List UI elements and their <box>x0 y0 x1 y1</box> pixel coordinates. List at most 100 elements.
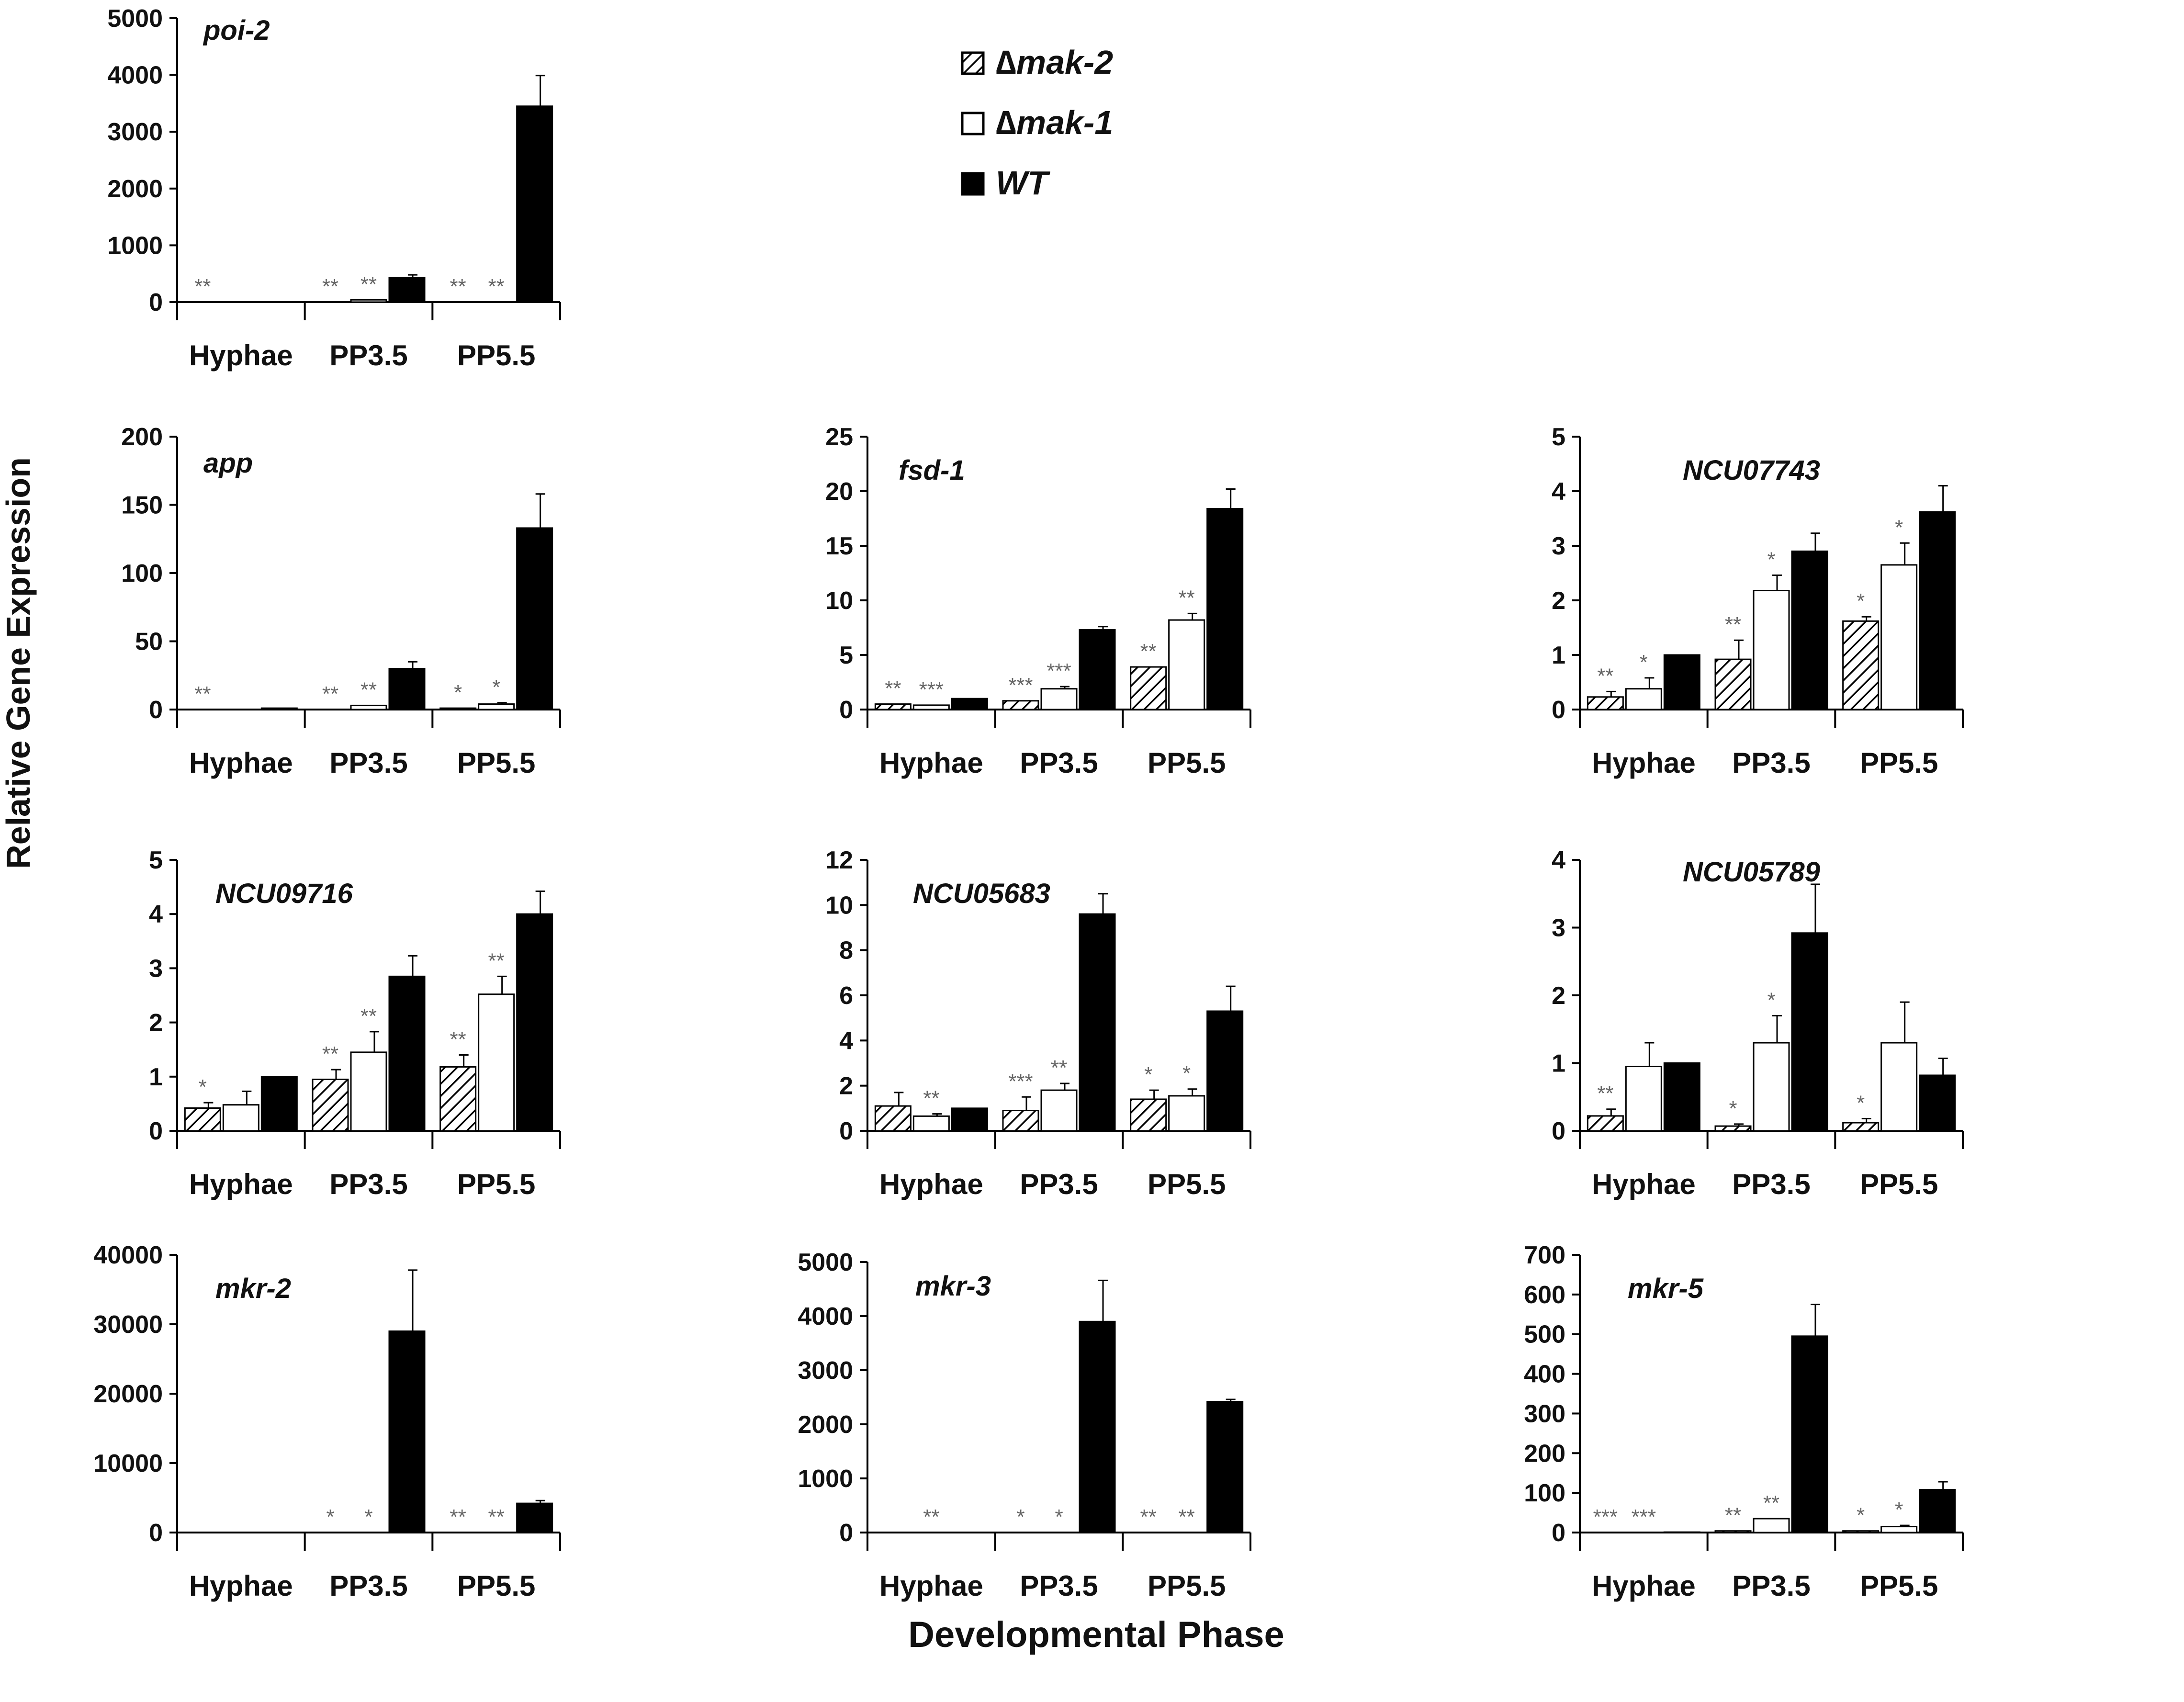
bar-mak-1-pp5-5 <box>1168 619 1205 710</box>
bar-wt-pp3-5 <box>388 277 426 303</box>
x-tick-label: PP5.5 <box>1148 1168 1226 1200</box>
significance-stars: * <box>1857 1092 1865 1115</box>
significance-stars: * <box>364 1505 372 1529</box>
significance-stars: ** <box>885 677 901 700</box>
significance-stars: ** <box>488 275 505 298</box>
bar-wt-pp5-5 <box>1919 511 1956 710</box>
bar-wt-hyphae <box>951 1107 988 1132</box>
y-tick-label: 50 <box>135 628 163 656</box>
bar-wt-hyphae <box>1663 654 1700 710</box>
significance-stars: ** <box>450 275 466 298</box>
panel-title-mkr-2: mkr-2 <box>215 1273 291 1304</box>
bar-mak-2-hyphae <box>1587 696 1624 710</box>
y-tick-label: 10 <box>825 891 853 919</box>
significance-stars: * <box>492 676 500 699</box>
significance-stars: ** <box>1763 1491 1779 1515</box>
significance-stars: ** <box>1179 586 1195 609</box>
bar-wt-pp3-5 <box>1079 629 1116 710</box>
x-tick-label: PP3.5 <box>1732 1168 1810 1200</box>
bar-wt-pp5-5 <box>1919 1074 1956 1132</box>
significance-stars: ** <box>360 678 377 701</box>
y-tick-label: 2000 <box>798 1411 853 1439</box>
significance-stars: * <box>1895 1498 1903 1522</box>
legend-item-dmak-2: ∆mak-2 <box>961 44 1113 81</box>
y-tick-label: 4 <box>149 901 163 928</box>
x-tick-label: Hyphae <box>879 747 983 779</box>
y-axis-title: Relative Gene Expression <box>0 457 37 869</box>
bar-wt-pp5-5 <box>516 105 553 303</box>
bar-mak-2-pp3-5 <box>1714 658 1752 710</box>
bar-mak-2-hyphae <box>874 703 912 710</box>
y-tick-label: 0 <box>839 1117 853 1145</box>
bar-wt-pp5-5 <box>1206 507 1244 710</box>
significance-stars: ** <box>1597 664 1613 688</box>
bar-wt-hyphae <box>1663 1531 1700 1533</box>
y-tick-label: 2 <box>149 1009 163 1037</box>
bar-mak-2-pp5-5 <box>439 707 477 710</box>
y-tick-label: 200 <box>121 423 163 451</box>
y-tick-label: 3000 <box>798 1357 853 1385</box>
significance-stars: * <box>1182 1062 1191 1085</box>
x-axis-title: Developmental Phase <box>908 1614 1284 1655</box>
bar-wt-pp3-5 <box>1079 1320 1116 1533</box>
panel-title-fsd-1: fsd-1 <box>899 455 965 486</box>
significance-stars: * <box>1729 1097 1737 1120</box>
significance-stars: *** <box>1593 1505 1618 1529</box>
significance-stars: ** <box>194 682 211 706</box>
significance-stars: * <box>1016 1505 1024 1529</box>
bar-mak-1-pp3-5 <box>1753 1042 1790 1132</box>
legend-gene-name: mak-2 <box>1016 44 1113 81</box>
panel-title-ncu05789: NCU05789 <box>1683 857 1820 888</box>
y-tick-label: 20 <box>825 478 853 506</box>
panel-title-app: app <box>203 448 253 479</box>
y-tick-label: 0 <box>1552 696 1565 724</box>
bar-wt-pp5-5 <box>1206 1010 1244 1132</box>
significance-stars: *** <box>919 678 944 701</box>
significance-stars: ** <box>1140 1505 1157 1529</box>
significance-stars: ** <box>360 1004 377 1028</box>
x-tick-label: PP5.5 <box>1860 747 1938 779</box>
bar-wt-pp5-5 <box>516 1502 553 1533</box>
panel-title-ncu07743: NCU07743 <box>1683 455 1820 486</box>
y-tick-label: 1 <box>1552 642 1565 669</box>
y-tick-label: 1 <box>149 1063 163 1091</box>
x-tick-label: PP5.5 <box>457 339 535 372</box>
bar-mak-1-pp5-5 <box>1168 1095 1205 1132</box>
y-tick-label: 2 <box>1552 587 1565 615</box>
y-tick-label: 1 <box>1552 1050 1565 1078</box>
panel-title-mkr-3: mkr-3 <box>915 1271 991 1302</box>
significance-stars: ** <box>322 682 338 706</box>
y-tick-label: 4 <box>1552 478 1565 506</box>
significance-stars: ** <box>1179 1505 1195 1529</box>
significance-stars: * <box>1857 1504 1865 1527</box>
x-tick-label: Hyphae <box>1592 1168 1696 1200</box>
legend-swatch-white <box>961 112 985 135</box>
bar-mak-1-hyphae <box>912 704 950 710</box>
x-tick-label: Hyphae <box>189 1570 293 1602</box>
bar-mak-2-pp5-5 <box>1842 1530 1880 1533</box>
y-tick-label: 500 <box>1524 1321 1565 1349</box>
y-tick-label: 4 <box>839 1027 853 1055</box>
significance-stars: * <box>199 1075 207 1099</box>
bar-wt-hyphae <box>1663 1062 1700 1132</box>
y-tick-label: 0 <box>1552 1117 1565 1145</box>
bar-wt-pp3-5 <box>1791 932 1828 1132</box>
y-tick-label: 0 <box>839 1519 853 1547</box>
significance-stars: * <box>1895 516 1903 539</box>
bar-mak-2-hyphae <box>874 1105 912 1132</box>
x-tick-label: PP5.5 <box>1860 1168 1938 1200</box>
y-tick-label: 5000 <box>107 5 163 33</box>
y-tick-label: 20000 <box>93 1380 163 1408</box>
significance-stars: ** <box>194 275 211 298</box>
y-tick-label: 100 <box>1524 1479 1565 1507</box>
y-tick-label: 150 <box>121 492 163 519</box>
bar-mak-2-pp3-5 <box>312 1078 349 1132</box>
y-tick-label: 400 <box>1524 1361 1565 1388</box>
legend-swatch-black <box>961 172 985 196</box>
significance-stars: *** <box>1632 1505 1656 1529</box>
